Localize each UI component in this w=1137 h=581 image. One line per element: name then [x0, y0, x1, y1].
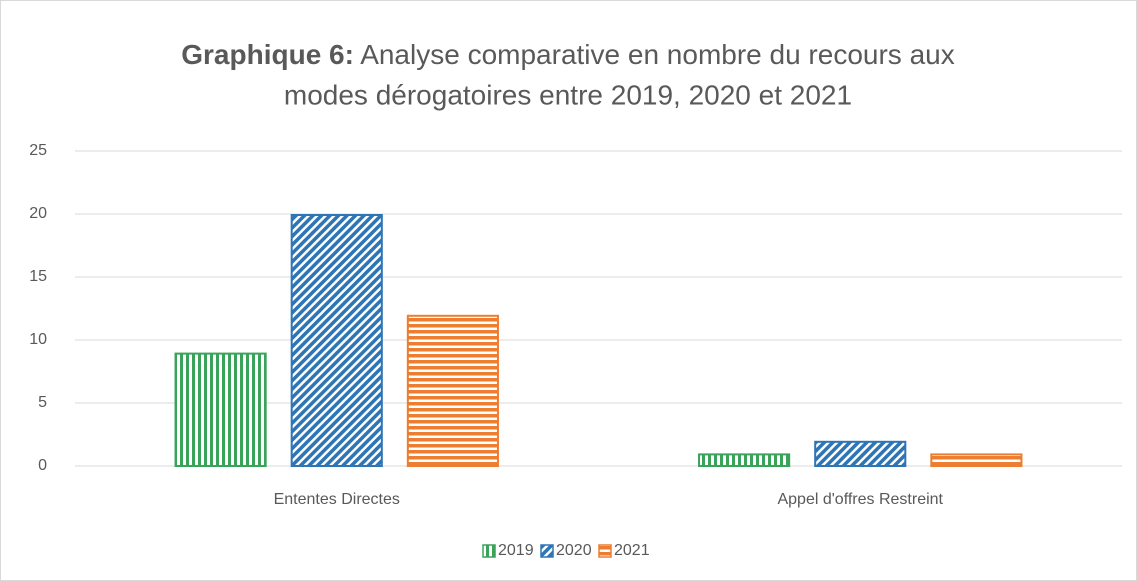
chart-title: Graphique 6: Analyse comparative en nomb…: [181, 39, 954, 70]
legend-swatch: [482, 544, 496, 558]
y-tick-label: 20: [29, 205, 47, 222]
legend-swatch: [540, 544, 554, 558]
bar: [174, 352, 267, 468]
x-tick-label: Ententes Directes: [274, 491, 400, 508]
y-tick-label: 15: [29, 268, 47, 285]
legend-swatch: [598, 544, 612, 558]
bar: [406, 314, 499, 467]
title-bold: Graphique 6:: [181, 39, 354, 70]
y-tick-label: 10: [29, 331, 47, 348]
x-tick-label: Appel d'offres Restreint: [777, 491, 943, 508]
bar: [698, 453, 791, 467]
legend-label: 2019: [498, 542, 534, 559]
y-tick-label: 25: [29, 142, 47, 159]
title-line: Analyse comparative en nombre du recours…: [360, 39, 955, 70]
bar: [814, 440, 907, 467]
bar: [930, 453, 1023, 467]
y-tick-label: 5: [38, 394, 47, 411]
bar: [290, 214, 383, 467]
legend-label: 2020: [556, 542, 592, 559]
title-line: modes dérogatoires entre 2019, 2020 et 2…: [284, 79, 852, 110]
y-tick-label: 0: [38, 457, 47, 474]
legend-label: 2021: [614, 542, 650, 559]
